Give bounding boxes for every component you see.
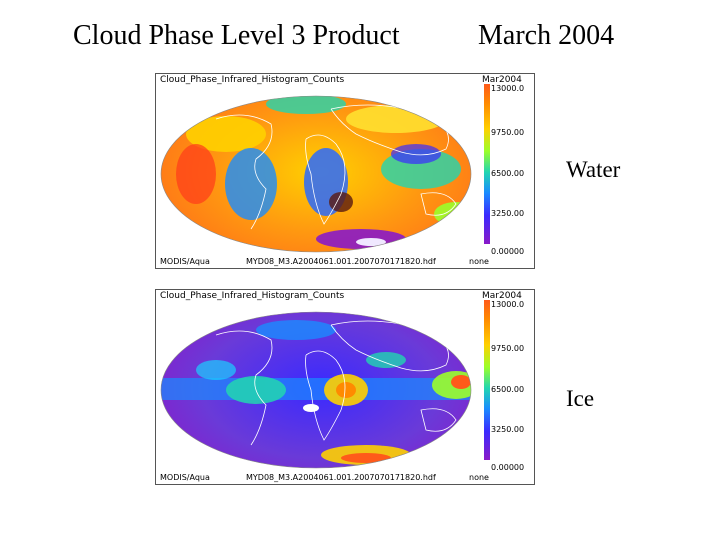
- colorbar-tick: 9750.00: [491, 344, 525, 353]
- colorbar-tick: 3250.00: [491, 425, 525, 434]
- none-label: none: [469, 257, 489, 266]
- map-date: Mar2004: [482, 291, 522, 301]
- slide-title: Cloud Phase Level 3 Product: [73, 20, 400, 51]
- colorbar-tick: 13000.0: [491, 84, 525, 93]
- filename-label: MYD08_M3.A2004061.001.2007070171820.hdf: [246, 473, 436, 482]
- filename-label: MYD08_M3.A2004061.001.2007070171820.hdf: [246, 257, 436, 266]
- water-map-image: [160, 95, 472, 253]
- map-date: Mar2004: [482, 75, 522, 85]
- ice-label: Ice: [566, 386, 595, 411]
- satellite-label: MODIS/Aqua: [160, 257, 210, 266]
- ice-map-panel: Cloud_Phase_Infrared_Histogram_Counts Ma…: [155, 289, 535, 485]
- colorbar-tick: 9750.00: [491, 128, 525, 137]
- colorbar: [484, 300, 490, 460]
- water-map-panel: Cloud_Phase_Infrared_Histogram_Counts Ma…: [155, 73, 535, 269]
- colorbar: [484, 84, 490, 244]
- map-title: Cloud_Phase_Infrared_Histogram_Counts: [160, 75, 345, 85]
- satellite-label: MODIS/Aqua: [160, 473, 210, 482]
- none-label: none: [469, 473, 489, 482]
- ice-map-image: [160, 311, 472, 469]
- map-title: Cloud_Phase_Infrared_Histogram_Counts: [160, 291, 345, 301]
- colorbar-tick: 3250.00: [491, 209, 525, 218]
- slide-date: March 2004: [478, 20, 615, 51]
- colorbar-tick: 0.00000: [491, 463, 525, 472]
- colorbar-tick: 6500.00: [491, 169, 525, 178]
- water-label: Water: [566, 157, 621, 182]
- colorbar-tick: 13000.0: [491, 300, 525, 309]
- colorbar-tick: 6500.00: [491, 385, 525, 394]
- colorbar-tick: 0.00000: [491, 247, 525, 256]
